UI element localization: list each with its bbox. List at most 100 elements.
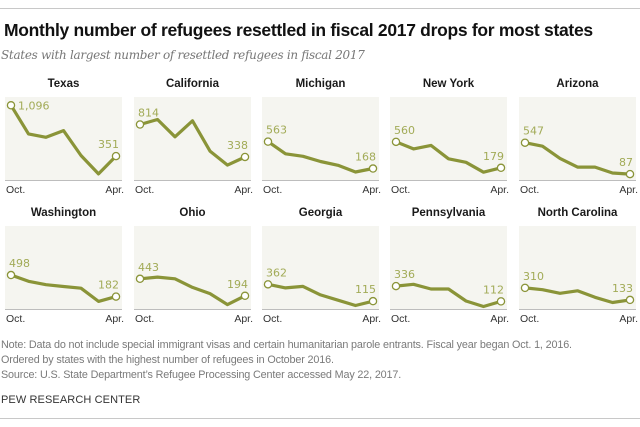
x-tick-label-start: Oct.	[520, 313, 539, 325]
panel-title: Michigan	[296, 78, 346, 90]
panel-background	[519, 226, 636, 309]
panel-title: Georgia	[299, 207, 343, 219]
start-value-label: 362	[266, 266, 287, 279]
start-value-label: 814	[138, 107, 159, 120]
x-tick-label-end: Apr.	[105, 184, 124, 196]
panel-michigan: Michigan Oct. Apr. 563 168	[262, 78, 381, 196]
chart-subtitle: States with largest number of resettled …	[1, 48, 365, 62]
end-point-marker	[625, 295, 635, 305]
x-tick-label-end: Apr.	[234, 184, 253, 196]
x-tick-label-start: Oct.	[263, 313, 282, 325]
end-point-marker	[496, 297, 506, 306]
start-value-label: 336	[394, 268, 415, 281]
x-tick-label-end: Apr.	[234, 313, 253, 325]
panel-arizona: Arizona Oct. Apr. 547 87	[519, 78, 638, 196]
panel-title: Ohio	[179, 207, 205, 219]
start-point-marker	[135, 274, 145, 284]
x-tick-label-start: Oct.	[6, 184, 25, 196]
x-tick-label-start: Oct.	[263, 184, 282, 196]
end-value-label: 87	[619, 156, 633, 169]
start-value-label: 443	[138, 261, 159, 274]
bottom-rule	[0, 418, 640, 419]
start-point-marker	[520, 138, 530, 147]
end-point-marker	[368, 164, 378, 173]
notes: Note: Data do not include special immigr…	[1, 338, 572, 383]
start-point-marker	[135, 120, 145, 129]
panel-california: California Oct. Apr. 814 338	[134, 78, 253, 196]
start-value-label: 310	[523, 270, 544, 283]
start-value-label: 498	[9, 257, 30, 270]
chart-title: Monthly number of refugees resettled in …	[4, 20, 593, 40]
x-tick-label-start: Oct.	[6, 313, 25, 325]
end-value-label: 182	[98, 279, 119, 292]
series-line	[138, 275, 247, 307]
series-line	[523, 286, 632, 305]
panel-title: California	[166, 78, 220, 90]
panel-ohio: Ohio Oct. Apr. 443 194	[134, 207, 253, 325]
panel-title: Pennsylvania	[412, 207, 486, 219]
x-tick-label-end: Apr.	[619, 184, 638, 196]
x-tick-label-start: Oct.	[391, 184, 410, 196]
x-tick-label-start: Oct.	[391, 313, 410, 325]
panel-background	[390, 97, 507, 180]
series-line	[266, 140, 375, 174]
panel-title: Arizona	[556, 78, 599, 90]
panel-washington: Washington Oct. Apr. 498 182	[5, 207, 124, 325]
panel-title: North Carolina	[538, 207, 618, 219]
start-point-marker	[6, 270, 16, 280]
end-point-marker	[111, 292, 121, 301]
start-value-label: 547	[523, 125, 544, 138]
end-point-marker	[368, 296, 378, 306]
series-line	[523, 141, 632, 176]
end-value-label: 338	[227, 139, 248, 152]
end-value-label: 179	[483, 150, 504, 163]
series-line	[9, 273, 118, 303]
x-tick-label-start: Oct.	[135, 313, 154, 325]
x-tick-label-start: Oct.	[135, 184, 154, 196]
end-point-marker	[240, 152, 250, 162]
panel-title: New York	[423, 78, 475, 90]
end-point-marker	[240, 291, 250, 301]
x-tick-label-start: Oct.	[520, 184, 539, 196]
end-value-label: 351	[98, 138, 119, 151]
series-line	[9, 103, 118, 176]
start-point-marker	[391, 137, 401, 147]
end-point-marker	[111, 151, 121, 161]
x-tick-label-end: Apr.	[362, 184, 381, 196]
end-value-label: 194	[227, 278, 248, 291]
series-line	[394, 282, 503, 309]
panel-title: Texas	[48, 78, 80, 90]
x-tick-label-end: Apr.	[490, 313, 509, 325]
start-point-marker	[263, 280, 273, 289]
end-point-marker	[496, 163, 506, 173]
panel-background	[134, 97, 251, 180]
end-value-label: 112	[483, 283, 504, 296]
end-value-label: 115	[355, 283, 376, 296]
end-point-marker	[625, 169, 635, 179]
start-point-marker	[391, 281, 401, 291]
end-value-label: 133	[612, 282, 633, 295]
panel-new-york: New York Oct. Apr. 560 179	[390, 78, 509, 196]
series-line	[394, 140, 503, 174]
order-note-text: Ordered by states with the highest numbe…	[1, 354, 334, 366]
start-value-label: 560	[394, 124, 415, 137]
start-point-marker	[520, 283, 530, 293]
start-point-marker	[263, 137, 273, 146]
start-point-marker	[6, 101, 16, 110]
panel-background	[262, 97, 379, 180]
end-value-label: 168	[355, 151, 376, 164]
panel-background	[5, 226, 122, 309]
panel-background	[5, 97, 122, 180]
x-tick-label-end: Apr.	[619, 313, 638, 325]
start-value-label: 563	[266, 124, 287, 137]
x-tick-label-end: Apr.	[362, 313, 381, 325]
source-text: Source: U.S. State Department’s Refugee …	[1, 369, 402, 381]
series-line	[266, 282, 375, 308]
x-tick-label-end: Apr.	[490, 184, 509, 196]
panel-north-carolina: North Carolina Oct. Apr. 310 133	[519, 207, 638, 325]
panel-background	[390, 226, 507, 309]
top-rule	[0, 8, 640, 9]
series-line	[138, 117, 247, 167]
panel-texas: Texas Oct. Apr. 1,096 351	[5, 78, 124, 196]
